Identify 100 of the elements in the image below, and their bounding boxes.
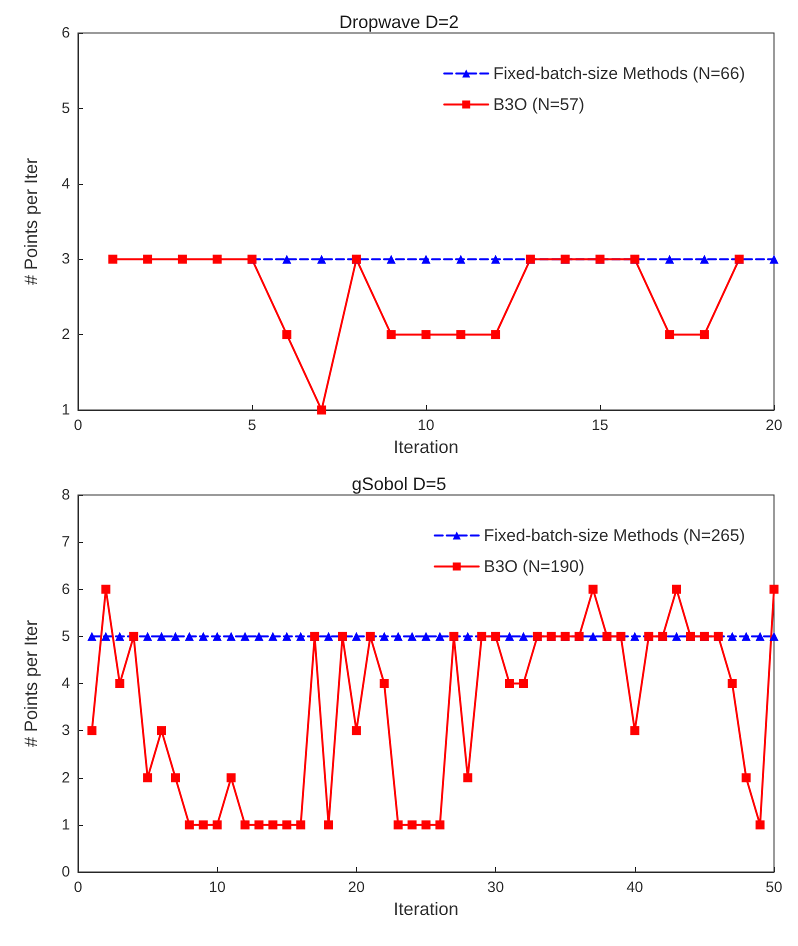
legend-label: B3O (N=190) bbox=[484, 557, 584, 576]
point bbox=[700, 330, 709, 340]
point bbox=[518, 632, 528, 641]
point bbox=[435, 820, 444, 830]
point bbox=[742, 773, 751, 782]
point bbox=[463, 773, 472, 782]
y-tick-label: 1 bbox=[62, 816, 70, 834]
x-tick-label: 50 bbox=[766, 879, 782, 896]
point bbox=[770, 632, 778, 641]
point bbox=[380, 632, 389, 641]
point bbox=[184, 632, 194, 641]
point bbox=[394, 632, 403, 641]
point bbox=[226, 632, 236, 641]
point bbox=[282, 632, 292, 641]
point bbox=[491, 254, 500, 264]
x-tick-label: 40 bbox=[626, 879, 644, 896]
point bbox=[756, 632, 765, 641]
point bbox=[456, 254, 466, 264]
point bbox=[588, 632, 598, 641]
point bbox=[491, 330, 500, 340]
point bbox=[408, 820, 417, 830]
point bbox=[352, 726, 361, 736]
y-tick-label: 5 bbox=[62, 100, 70, 117]
legend-label: Fixed-batch-size Methods (N=66) bbox=[493, 64, 745, 83]
point bbox=[435, 632, 444, 641]
point bbox=[665, 330, 674, 340]
point bbox=[456, 330, 466, 340]
x-tick-label: 10 bbox=[418, 417, 434, 434]
y-tick-label: 3 bbox=[62, 250, 70, 268]
point bbox=[463, 632, 472, 641]
y-tick-label: 6 bbox=[62, 24, 70, 42]
point bbox=[212, 820, 222, 830]
point bbox=[700, 254, 709, 264]
point bbox=[184, 820, 194, 830]
point bbox=[143, 254, 152, 264]
x-tick-label: 5 bbox=[248, 417, 256, 434]
point bbox=[226, 773, 236, 782]
point bbox=[324, 632, 334, 641]
point bbox=[770, 584, 778, 594]
point bbox=[108, 254, 118, 264]
point bbox=[143, 632, 152, 641]
point bbox=[268, 820, 278, 830]
point bbox=[386, 330, 396, 340]
y-tick-label: 2 bbox=[62, 769, 70, 786]
point bbox=[212, 254, 222, 264]
x-tick-label: 0 bbox=[74, 417, 82, 434]
x-tick-label: 20 bbox=[766, 417, 782, 434]
point bbox=[317, 254, 326, 264]
y-tick-label: 3 bbox=[62, 722, 70, 740]
x-tick-label: 15 bbox=[592, 417, 608, 434]
point bbox=[101, 632, 110, 641]
point bbox=[380, 679, 389, 688]
point bbox=[422, 632, 430, 641]
point bbox=[115, 679, 124, 688]
y-tick-label: 2 bbox=[62, 326, 70, 344]
legend-label: Fixed-batch-size Methods (N=265) bbox=[484, 526, 746, 545]
point bbox=[588, 584, 598, 594]
point bbox=[324, 820, 334, 830]
point bbox=[422, 254, 430, 264]
x-tick-label: 10 bbox=[208, 879, 226, 896]
point bbox=[296, 820, 306, 830]
point bbox=[394, 820, 403, 830]
point bbox=[87, 726, 96, 736]
point bbox=[143, 773, 152, 782]
point bbox=[422, 330, 430, 340]
y-tick-label: 6 bbox=[62, 580, 70, 598]
y-axis-title: # Points per Iter bbox=[21, 158, 41, 286]
point bbox=[770, 254, 778, 264]
point bbox=[87, 632, 96, 641]
point bbox=[422, 820, 430, 830]
point bbox=[170, 773, 180, 782]
x-tick-label: 0 bbox=[74, 879, 82, 896]
y-axis-title: # Points per Iter bbox=[21, 620, 41, 748]
y-tick-label: 1 bbox=[62, 402, 70, 418]
point bbox=[212, 632, 222, 641]
point bbox=[505, 632, 514, 641]
point bbox=[386, 254, 396, 264]
point bbox=[157, 632, 166, 641]
point bbox=[198, 632, 208, 641]
legend-label: B3O (N=57) bbox=[493, 95, 584, 114]
point bbox=[101, 584, 110, 594]
point bbox=[254, 820, 264, 830]
point bbox=[282, 330, 292, 340]
point bbox=[317, 406, 326, 414]
point bbox=[630, 726, 640, 736]
point bbox=[296, 632, 306, 641]
y-tick-label: 4 bbox=[62, 675, 70, 692]
x-tick-label: 30 bbox=[487, 879, 504, 896]
point bbox=[282, 254, 292, 264]
point bbox=[254, 632, 264, 641]
x-tick-label: 20 bbox=[348, 879, 365, 896]
point bbox=[518, 679, 528, 688]
point bbox=[728, 632, 737, 641]
point bbox=[505, 679, 514, 688]
point bbox=[268, 632, 278, 641]
point bbox=[115, 632, 124, 641]
y-tick-label: 8 bbox=[62, 486, 70, 504]
point bbox=[240, 820, 250, 830]
y-tick-label: 0 bbox=[62, 864, 70, 880]
point bbox=[742, 632, 751, 641]
